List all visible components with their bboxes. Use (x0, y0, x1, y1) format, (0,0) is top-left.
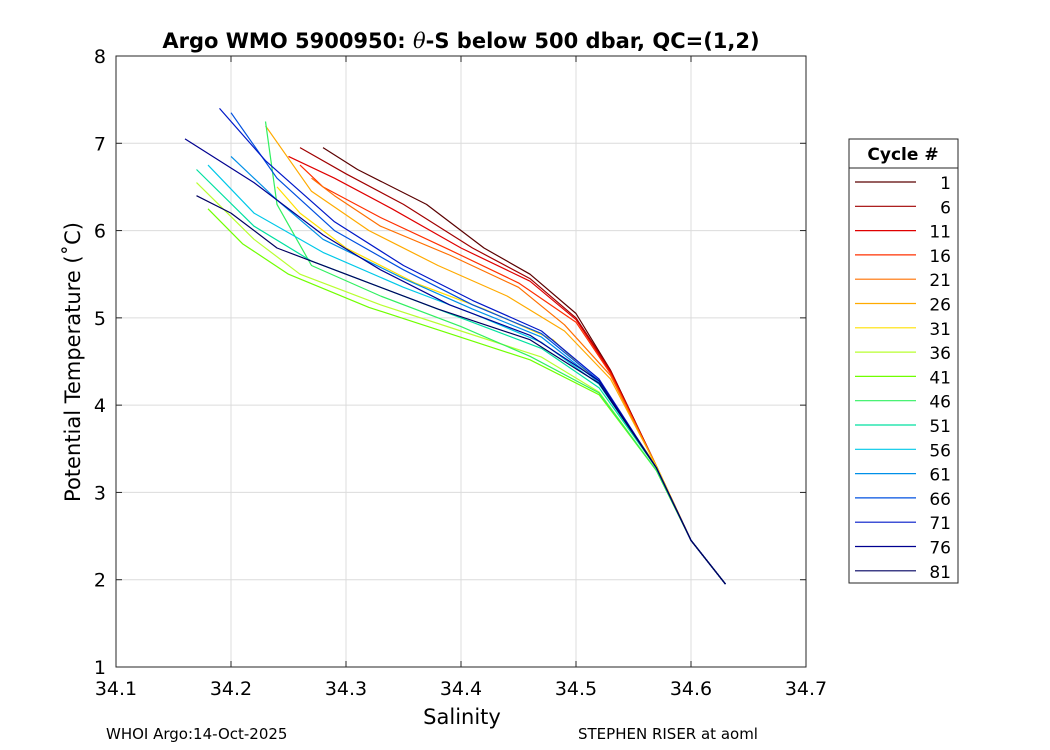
footer-right-credit: STEPHEN RISER at aoml (578, 725, 758, 743)
footer-left-credit: WHOI Argo:14-Oct-2025 (106, 725, 288, 743)
legend-label-cycle-66: 66 (929, 490, 951, 510)
x-tick-label: 34.2 (210, 678, 252, 700)
x-tick-label: 34.6 (670, 678, 712, 700)
chart-title-theta: θ (413, 29, 426, 53)
series-group (184, 108, 726, 585)
y-tick-label: 8 (94, 46, 106, 68)
legend-label-cycle-21: 21 (929, 271, 951, 291)
legend-label-cycle-56: 56 (929, 441, 951, 461)
legend-label-cycle-71: 71 (929, 514, 951, 534)
legend-title: Cycle # (867, 145, 938, 165)
y-tick-label: 5 (94, 308, 106, 330)
legend-label-cycle-36: 36 (929, 344, 951, 364)
legend-label-cycle-31: 31 (929, 320, 951, 340)
series-line-cycle-81 (196, 195, 726, 585)
y-axis-ticks: 1 2 3 4 5 6 7 8 (94, 46, 806, 679)
y-tick-label: 4 (94, 395, 106, 417)
legend-box (848, 138, 959, 584)
y-tick-label: 7 (94, 133, 106, 155)
y-tick-label: 2 (94, 570, 106, 592)
legend-label-cycle-1: 1 (940, 174, 951, 194)
legend-label-cycle-16: 16 (929, 247, 951, 267)
legend-label-cycle-26: 26 (929, 296, 951, 316)
x-tick-label: 34.3 (325, 678, 367, 700)
legend-label-cycle-46: 46 (929, 393, 951, 413)
legend-label-cycle-76: 76 (929, 539, 951, 559)
y-tick-label: 6 (94, 221, 106, 243)
x-tick-label: 34.4 (440, 678, 482, 700)
legend-label-cycle-61: 61 (929, 466, 951, 486)
x-axis-label: Salinity (423, 705, 501, 729)
x-tick-label: 34.1 (95, 678, 137, 700)
legend-label-cycle-41: 41 (929, 368, 951, 388)
legend-label-cycle-11: 11 (929, 223, 951, 243)
legend-label-cycle-6: 6 (940, 198, 951, 218)
x-axis-ticks: 34.1 34.2 34.3 34.4 34.5 34.6 34.7 (95, 56, 827, 700)
chart-title: Argo WMO 5900950: θ-S below 500 dbar, QC… (162, 29, 759, 53)
chart-title-suffix: -S below 500 dbar, QC=(1,2) (426, 29, 760, 53)
legend-label-cycle-51: 51 (929, 417, 951, 437)
x-tick-label: 34.7 (785, 678, 827, 700)
y-tick-label: 1 (94, 657, 106, 679)
y-axis-label: Potential Temperature (˚C) (61, 222, 85, 502)
chart-title-prefix: Argo WMO 5900950: (162, 29, 413, 53)
x-tick-label: 34.5 (555, 678, 597, 700)
legend-label-cycle-81: 81 (929, 563, 951, 583)
y-tick-label: 3 (94, 482, 106, 504)
